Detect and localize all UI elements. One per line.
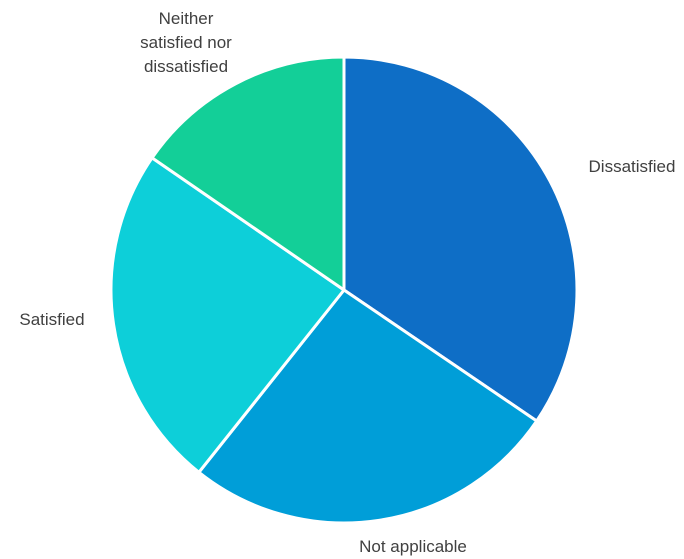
slice-label-line: Satisfied — [19, 310, 84, 329]
pie-slice-neither-satisfied-nor-dissatisfied — [150, 55, 346, 292]
slice-label-line: Dissatisfied — [589, 157, 676, 176]
pie-slice-satisfied — [109, 156, 346, 474]
slice-label-line: Not applicable — [359, 537, 467, 556]
slice-label-not-applicable: Not applicable — [359, 537, 467, 556]
pie-slice-not-applicable — [197, 288, 539, 525]
slice-label-neither-satisfied-nor-dissatisfied: Neither satisfied nor dissatisfied — [140, 9, 232, 76]
pie-slices — [109, 55, 579, 525]
pie-slice-dissatisfied — [342, 55, 579, 423]
slice-label-satisfied: Satisfied — [19, 310, 84, 329]
pie-labels: Dissatisfied Not applicable Satisfied Neith… — [19, 9, 675, 556]
slice-label-dissatisfied: Dissatisfied — [589, 157, 676, 176]
slice-label-line: dissatisfied — [144, 57, 228, 76]
slice-label-line: satisfied nor — [140, 33, 232, 52]
slice-label-line: Neither — [159, 9, 214, 28]
